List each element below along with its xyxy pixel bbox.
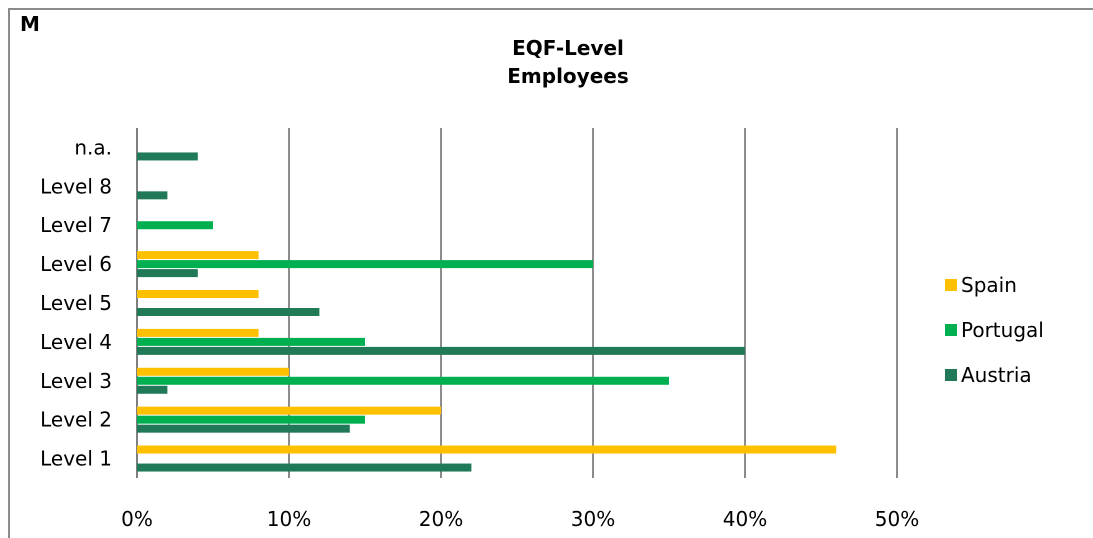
corner-label: M [20, 12, 40, 36]
y-category-label: n.a. [74, 135, 112, 159]
bar-spain [137, 328, 259, 337]
chart-title: EQF-Level Employees [458, 34, 678, 90]
legend-item: Spain [945, 262, 1044, 307]
legend-label: Portugal [961, 317, 1044, 342]
y-category-label: Level 7 [40, 213, 112, 237]
y-category-label: Level 1 [40, 447, 112, 471]
bar-austria [137, 385, 168, 394]
x-tick-label: 50% [875, 507, 919, 531]
x-tick-label: 30% [571, 507, 615, 531]
x-tick-label: 10% [267, 507, 311, 531]
bar-spain [137, 251, 259, 260]
bar-portugal [137, 337, 365, 346]
legend-item: Portugal [945, 307, 1044, 352]
bar-portugal [137, 221, 213, 230]
y-category-label: Level 3 [40, 369, 112, 393]
legend-item: Austria [945, 352, 1044, 397]
x-tick-label: 40% [723, 507, 767, 531]
bar-austria [137, 191, 168, 200]
y-category-label: Level 5 [40, 291, 112, 315]
chart-title-line-1: EQF-Level [512, 36, 624, 60]
bar-spain [137, 367, 289, 376]
bar-austria [137, 152, 198, 161]
bar-austria [137, 424, 350, 433]
bar-austria [137, 346, 745, 355]
bar-spain [137, 406, 441, 415]
bar-austria [137, 463, 472, 472]
frame-top-border [8, 8, 1093, 10]
x-tick-label: 0% [121, 507, 153, 531]
bar-austria [137, 308, 320, 316]
bar-portugal [137, 260, 593, 269]
legend-label: Spain [961, 272, 1017, 297]
bar-spain [137, 290, 259, 298]
y-category-label: Level 2 [40, 408, 112, 432]
bar-portugal [137, 415, 365, 424]
frame-left-border [8, 8, 10, 538]
legend: Spain Portugal Austria [945, 262, 1044, 397]
bar-austria [137, 269, 198, 278]
chart-title-line-2: Employees [507, 64, 629, 88]
legend-swatch [945, 278, 957, 291]
bar-portugal [137, 376, 669, 385]
legend-swatch [945, 323, 957, 336]
y-category-label: Level 8 [40, 174, 112, 198]
legend-label: Austria [961, 362, 1032, 387]
legend-swatch [945, 368, 957, 381]
bar-spain [137, 445, 837, 454]
x-tick-label: 20% [419, 507, 463, 531]
y-category-label: Level 4 [40, 330, 112, 354]
y-category-label: Level 6 [40, 252, 112, 276]
